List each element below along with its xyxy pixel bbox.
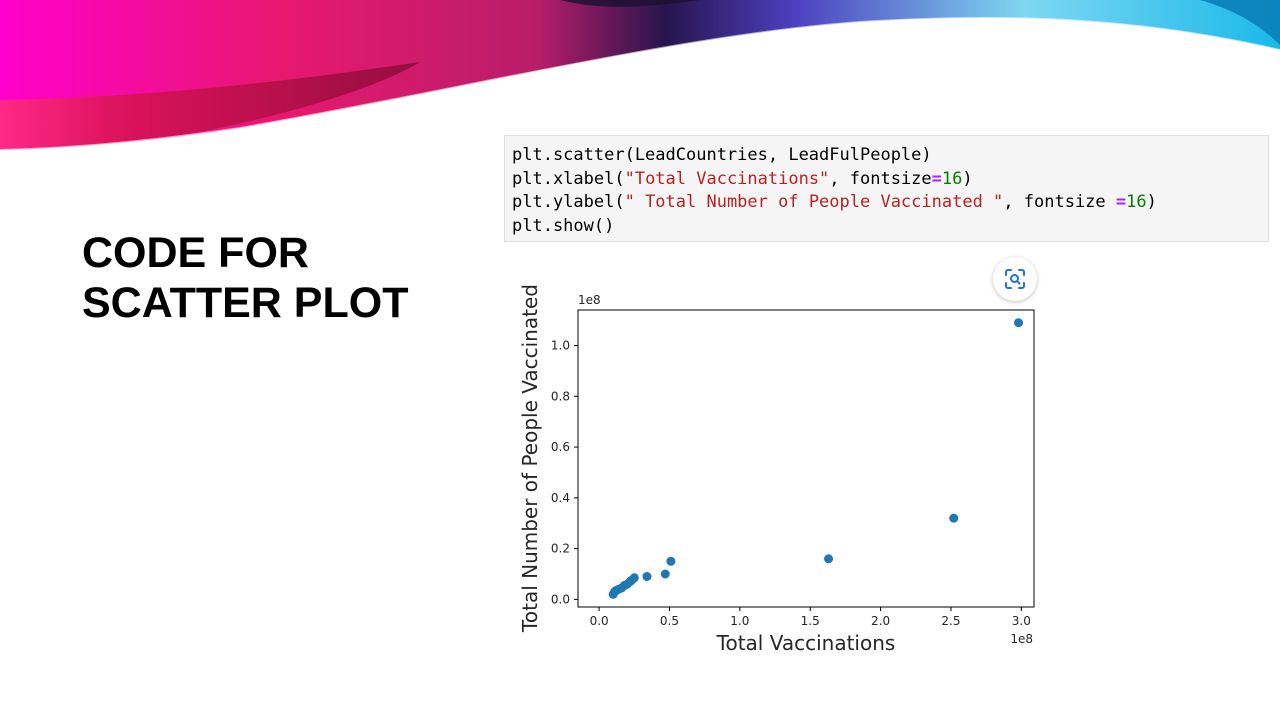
y-tick-label: 0.0 <box>551 592 570 606</box>
scatter-point <box>824 554 834 564</box>
code-line-2: plt.xlabel("Total Vaccinations", fontsiz… <box>512 169 973 189</box>
x-tick-label: 0.5 <box>660 614 679 628</box>
y-axis-label: Total Number of People Vaccinated <box>518 284 542 633</box>
scatter-point <box>642 572 652 582</box>
x-axis-label: Total Vaccinations <box>716 631 896 655</box>
decorative-banner <box>0 0 1280 151</box>
code-line-2-operator: = <box>931 168 942 189</box>
x-tick-label: 2.0 <box>871 614 890 628</box>
y-tick-label: 0.8 <box>551 389 570 403</box>
data-points <box>608 318 1024 599</box>
code-line-2-number: 16 <box>941 168 963 189</box>
y-tick-label: 0.6 <box>551 440 570 454</box>
scatter-point <box>1014 318 1024 328</box>
x-tick-label: 3.0 <box>1012 614 1031 628</box>
code-line-3-kwarg: , fontsize <box>1003 192 1116 212</box>
x-axis-ticks: 0.0 0.5 1.0 1.5 2.0 2.5 3.0 <box>590 607 1031 628</box>
y-offset-text: 1e8 <box>578 293 601 307</box>
code-line-4: plt.show() <box>512 216 614 236</box>
scatter-point <box>666 556 676 566</box>
x-tick-label: 1.5 <box>801 614 820 628</box>
scatter-point <box>629 573 639 583</box>
plot-area <box>577 309 1035 608</box>
slide-title: CODE FOR SCATTER PLOT <box>82 229 409 327</box>
code-line-4-text: plt.show() <box>512 215 615 236</box>
code-line-3-close: ) <box>1146 192 1157 212</box>
code-line-2-kwarg: , fontsize <box>829 168 932 189</box>
code-line-2-close: ) <box>962 168 973 189</box>
scatter-chart: 0.0 0.5 1.0 1.5 2.0 2.5 3.0 0.0 0.2 0.4 0.6 0.8 1.0… <box>518 284 1035 655</box>
code-cell[interactable]: plt.scatter(LeadCountries, LeadFulPeople… <box>504 135 1269 242</box>
code-line-3: plt.ylabel(" Total Number of People Vacc… <box>512 192 1157 212</box>
code-line-1-text: plt.scatter(LeadCountries, LeadFulPeople… <box>512 145 932 165</box>
screenshot-icon <box>1005 269 1025 289</box>
scatter-point <box>660 569 670 579</box>
code-line-2-call: plt.xlabel( <box>512 168 625 189</box>
code-line-3-call: plt.ylabel( <box>512 192 625 212</box>
code-line-3-operator: = <box>1115 192 1127 212</box>
screenshot-button[interactable] <box>993 257 1037 301</box>
x-tick-label: 2.5 <box>941 614 960 628</box>
y-tick-label: 1.0 <box>551 339 570 353</box>
y-tick-label: 0.4 <box>551 491 570 505</box>
y-axis-ticks: 0.0 0.2 0.4 0.6 0.8 1.0 <box>551 339 578 606</box>
code-line-3-string: " Total Number of People Vaccinated " <box>624 192 1004 212</box>
x-tick-label: 1.0 <box>730 614 749 628</box>
scatter-point <box>949 513 959 523</box>
code-line-1: plt.scatter(LeadCountries, LeadFulPeople… <box>512 145 932 165</box>
code-line-3-number: 16 <box>1126 192 1147 212</box>
x-offset-text: 1e8 <box>1010 632 1033 646</box>
code-line-2-string: "Total Vaccinations" <box>624 168 830 189</box>
y-tick-label: 0.2 <box>551 542 570 556</box>
x-tick-label: 0.0 <box>590 614 609 628</box>
